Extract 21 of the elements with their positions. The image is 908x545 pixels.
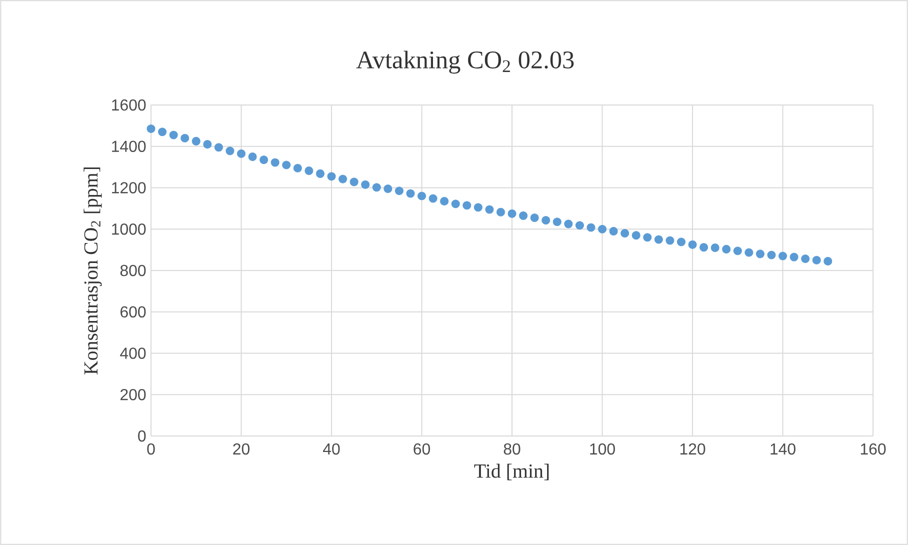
- y-tick-label: 1000: [112, 223, 146, 235]
- x-tick-label: 140: [770, 443, 796, 455]
- y-tick-label: 200: [120, 388, 146, 400]
- y-tick-label: 400: [120, 348, 146, 359]
- x-tick-label: 40: [323, 443, 340, 455]
- x-tick-label: 0: [147, 443, 155, 455]
- y-tick-label: 1600: [112, 99, 146, 111]
- x-tick-label: 120: [680, 443, 706, 455]
- x-tick-label: 20: [233, 443, 250, 455]
- y-axis-title: Konsentrasjon CO$_{2}$ [ppm]: [84, 167, 102, 374]
- x-tick-label: 100: [590, 443, 615, 455]
- x-tick-label: 160: [860, 443, 886, 455]
- y-tick-label: 1400: [112, 140, 146, 152]
- chart-title: Avtakning CO$_{2}$ 02.03: [356, 50, 574, 74]
- x-axis-title: Tid [min]: [474, 464, 549, 480]
- y-tick-label: 600: [120, 306, 146, 318]
- x-tick-label: 60: [414, 443, 430, 455]
- x-tick-label: 80: [504, 443, 520, 455]
- y-tick-label: 0: [138, 430, 146, 442]
- y-tick-label: 1200: [112, 182, 146, 194]
- y-tick-label: 800: [120, 264, 146, 276]
